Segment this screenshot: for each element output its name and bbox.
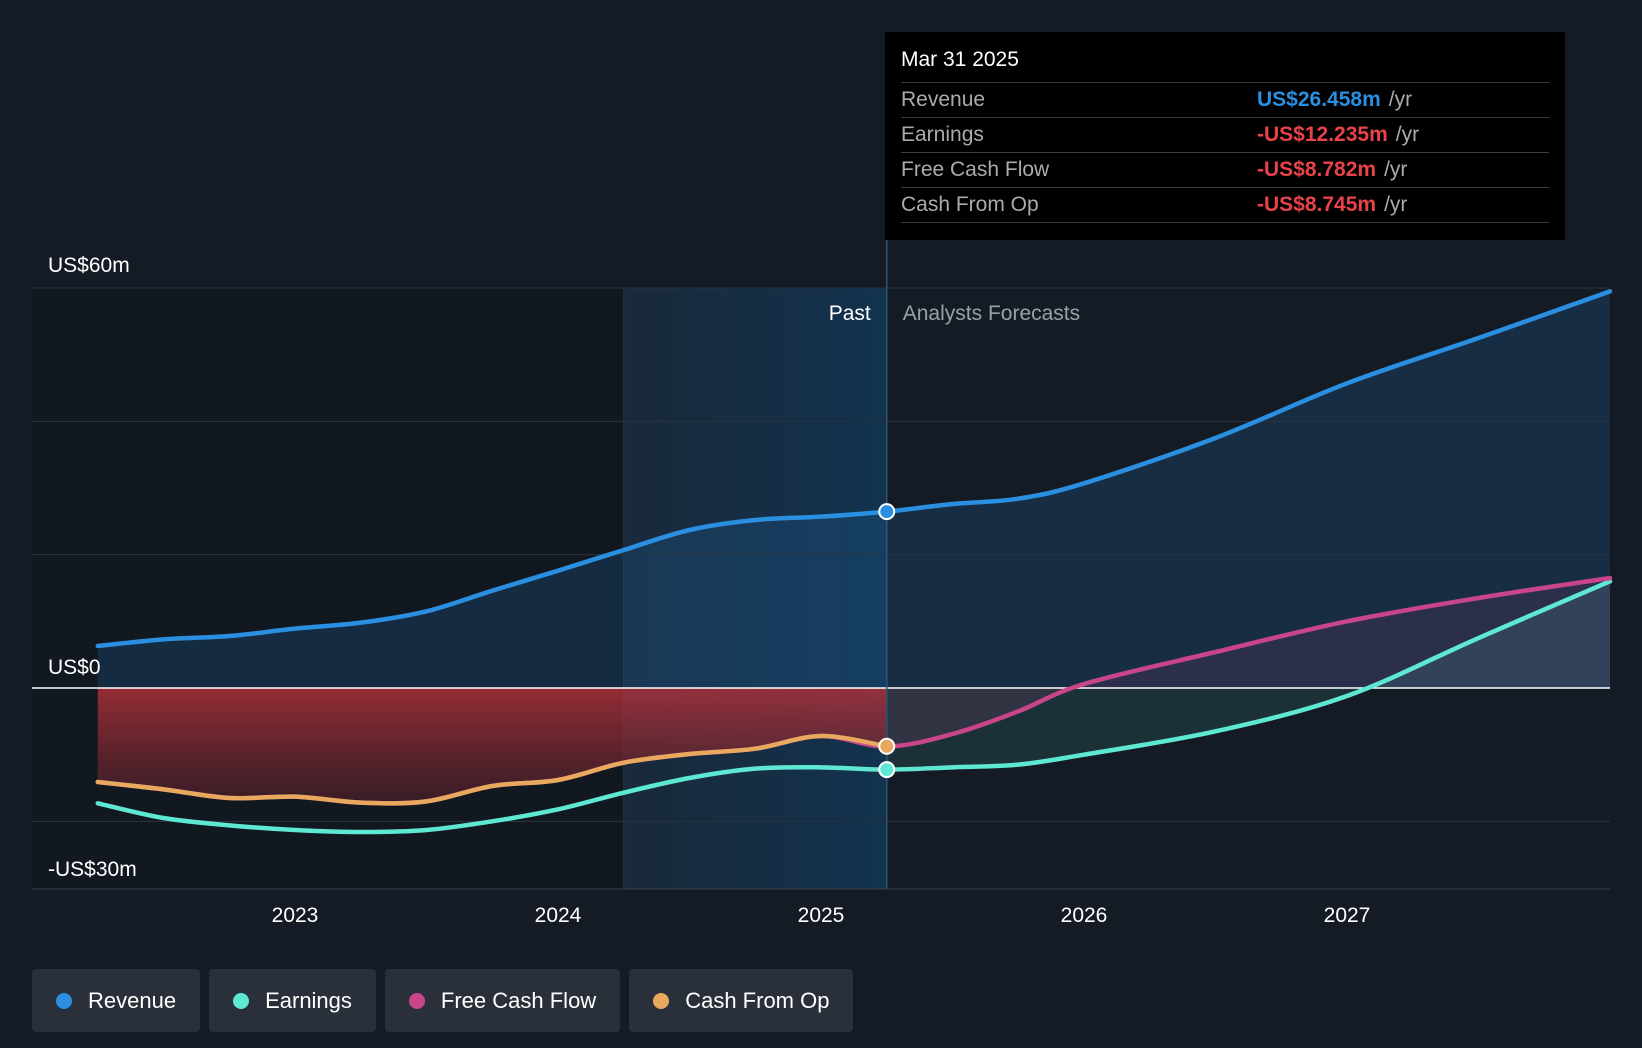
revenue-area xyxy=(97,291,1610,688)
legend-item-earnings[interactable]: Earnings xyxy=(209,969,376,1032)
legend-dot-icon xyxy=(56,992,72,1009)
x-tick-label: 2026 xyxy=(1061,904,1108,927)
chart-canvas: US$60m US$0 -US$30m 2023 2024 2025 2026 2027 Pas… xyxy=(32,240,1613,927)
legend-dot-icon xyxy=(653,992,670,1009)
x-tick-label: 2023 xyxy=(272,904,319,927)
tooltip-date: Mar 31 2025 xyxy=(901,48,1019,71)
earnings-marker xyxy=(878,761,896,779)
x-tick-label: 2027 xyxy=(1324,904,1371,927)
x-tick-label: 2025 xyxy=(798,904,845,927)
tooltip-row-cash-from-op: Cash From Op -US$8.745m /yr xyxy=(901,187,1549,223)
negative-cashflow-area xyxy=(97,688,887,804)
x-tick-label: 2024 xyxy=(535,904,582,927)
legend-item-free-cash-flow[interactable]: Free Cash Flow xyxy=(384,969,621,1032)
fcf-forecast-area xyxy=(886,578,1610,747)
y-tick-label: US$60m xyxy=(48,254,130,277)
hover-tooltip: Mar 31 2025 Revenue US$26.458m /yr Earni… xyxy=(885,32,1565,240)
chart-legend: Revenue Earnings Free Cash Flow Cash Fro… xyxy=(32,969,854,1032)
tooltip-row-earnings: Earnings -US$12.235m /yr xyxy=(901,117,1549,152)
past-highlight-band xyxy=(623,288,887,889)
tooltip-label: Earnings xyxy=(901,123,984,146)
tooltip-unit: /yr xyxy=(1384,193,1408,216)
tooltip-value: US$26.458m xyxy=(1257,88,1381,111)
tooltip-unit: /yr xyxy=(1384,158,1408,181)
tooltip-unit: /yr xyxy=(1388,88,1413,111)
earnings-forecast-area xyxy=(886,581,1610,770)
revenue-marker xyxy=(878,503,896,521)
legend-label: Earnings xyxy=(265,987,352,1013)
forecast-label: Analysts Forecasts xyxy=(903,302,1080,325)
tooltip-label: Revenue xyxy=(901,88,986,111)
earnings-line xyxy=(95,579,1613,835)
cash-from-op-marker xyxy=(878,737,896,755)
tooltip-label: Free Cash Flow xyxy=(901,158,1050,181)
tooltip-label: Cash From Op xyxy=(901,193,1039,216)
legend-dot-icon xyxy=(408,992,425,1009)
legend-dot-icon xyxy=(233,992,250,1009)
tooltip-value: -US$8.745m xyxy=(1257,193,1377,216)
y-tick-label: US$0 xyxy=(48,656,101,679)
y-tick-label: -US$30m xyxy=(48,858,137,881)
legend-label: Free Cash Flow xyxy=(440,987,597,1013)
tooltip-row-free-cash-flow: Free Cash Flow -US$8.782m /yr xyxy=(901,152,1549,187)
tooltip-value: -US$12.235m xyxy=(1257,123,1388,146)
legend-label: Revenue xyxy=(88,987,177,1013)
tooltip-row-revenue: Revenue US$26.458m /yr xyxy=(901,82,1549,117)
legend-item-cash-from-op[interactable]: Cash From Op xyxy=(629,969,854,1032)
tooltip-value: -US$8.782m xyxy=(1257,158,1377,181)
tooltip-unit: /yr xyxy=(1395,123,1420,146)
legend-label: Cash From Op xyxy=(685,987,830,1013)
revenue-line xyxy=(95,289,1613,649)
cash-from-op-line xyxy=(95,733,889,806)
legend-item-revenue[interactable]: Revenue xyxy=(32,969,201,1032)
past-label: Past xyxy=(829,302,871,325)
